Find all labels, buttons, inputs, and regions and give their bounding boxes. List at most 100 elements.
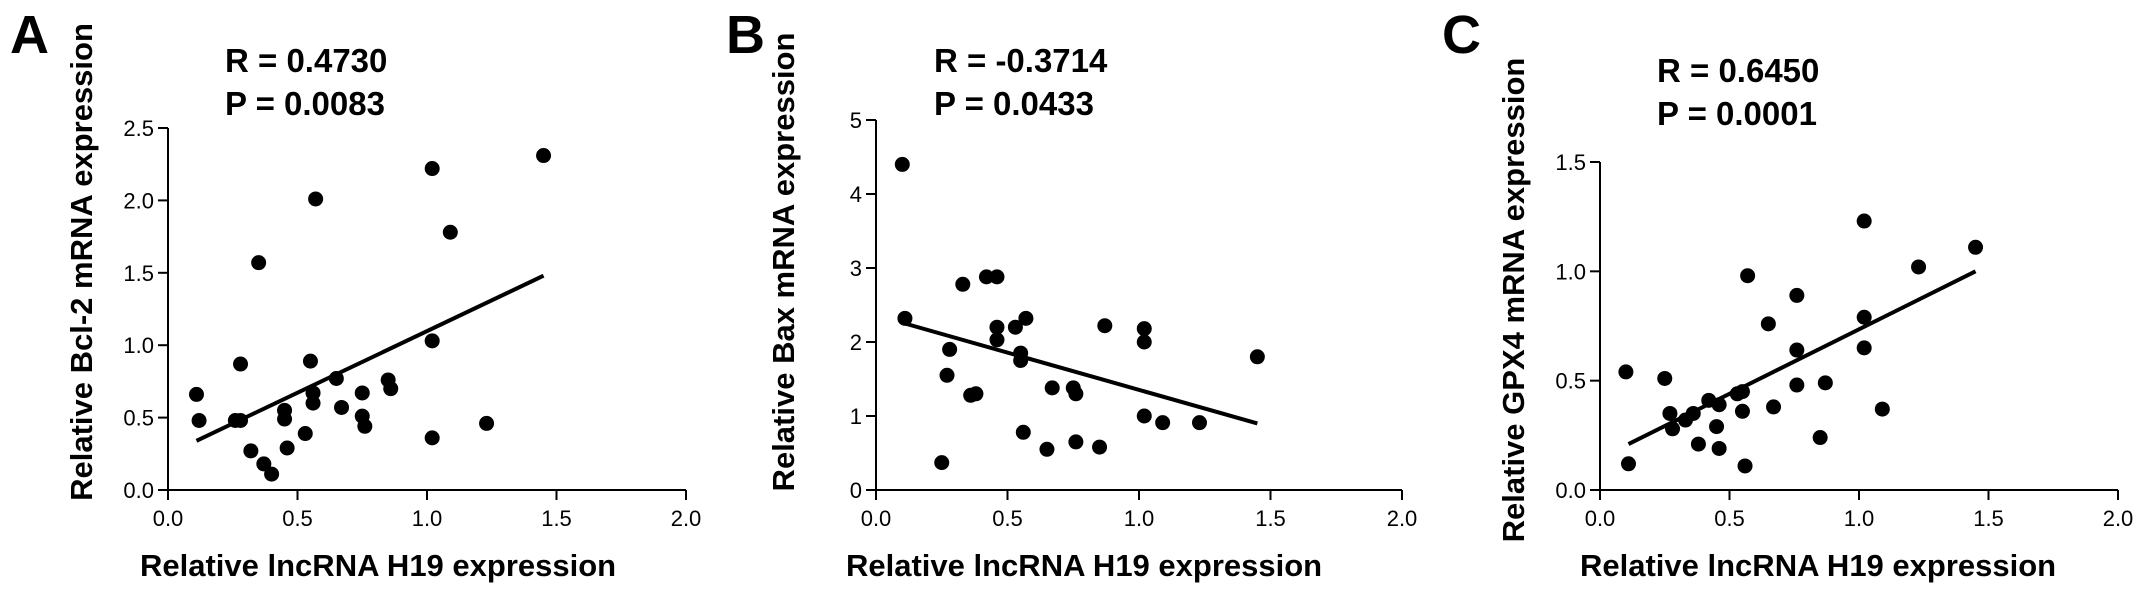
data-point-c bbox=[1856, 213, 1872, 229]
x-tick-label-a: 2.0 bbox=[671, 506, 702, 531]
x-tick-label-b: 1.5 bbox=[1255, 506, 1286, 531]
data-point-a bbox=[357, 418, 373, 434]
data-point-b bbox=[989, 332, 1005, 348]
y-axis-label-b: Relative Bax mRNA expression bbox=[766, 32, 801, 492]
y-tick-label-b: 0 bbox=[850, 478, 862, 503]
x-tick-label-b: 0.5 bbox=[992, 506, 1023, 531]
correlation-p-a: P = 0.0083 bbox=[225, 85, 385, 122]
data-point-b bbox=[934, 455, 950, 471]
data-point-a bbox=[233, 412, 249, 428]
data-point-b bbox=[1018, 310, 1034, 326]
y-tick-label-c: 1.0 bbox=[1555, 259, 1586, 284]
data-point-b bbox=[1136, 408, 1152, 424]
data-point-c bbox=[1665, 421, 1681, 437]
data-point-b bbox=[989, 319, 1005, 335]
data-point-b bbox=[939, 367, 955, 383]
panel-label-c: C bbox=[1442, 5, 1481, 65]
y-tick-label-b: 5 bbox=[850, 108, 862, 133]
correlation-r-b: R = -0.3714 bbox=[934, 42, 1108, 79]
data-point-c bbox=[1760, 316, 1776, 332]
x-tick-label-c: 0.5 bbox=[1714, 506, 1745, 531]
data-point-c bbox=[1856, 340, 1872, 356]
y-axis-label-a: Relative Bcl-2 mRNA expression bbox=[64, 23, 99, 501]
y-tick-label-b: 4 bbox=[850, 182, 862, 207]
data-point-c bbox=[1789, 377, 1805, 393]
y-tick-label-a: 2.0 bbox=[123, 188, 154, 213]
data-point-c bbox=[1968, 239, 1984, 255]
y-tick-label-a: 0.5 bbox=[123, 406, 154, 431]
data-point-a bbox=[191, 412, 207, 428]
data-point-b bbox=[1007, 319, 1023, 335]
data-point-b bbox=[1136, 334, 1152, 350]
chart-panel-b: 0 1 2 3 4 5 0.0 0.5 1.0 1.5 2.0 B R = -0.3714 P = … bbox=[716, 0, 1432, 606]
y-tick-label-c: 1.5 bbox=[1555, 150, 1586, 175]
data-point-b bbox=[1155, 415, 1171, 431]
data-point-c bbox=[1740, 268, 1756, 284]
data-point-a bbox=[297, 426, 313, 442]
x-axis-label-a: Relative lncRNA H19 expression bbox=[140, 548, 617, 583]
data-point-a bbox=[308, 191, 324, 207]
data-point-b bbox=[989, 269, 1005, 285]
data-point-c bbox=[1874, 401, 1890, 417]
data-point-b bbox=[1013, 345, 1029, 361]
data-point-c bbox=[1711, 397, 1727, 413]
data-point-c bbox=[1911, 259, 1927, 275]
data-point-b bbox=[1068, 434, 1084, 450]
data-point-a bbox=[536, 148, 552, 164]
data-point-c bbox=[1766, 399, 1782, 415]
data-point-a bbox=[279, 440, 295, 456]
data-point-c bbox=[1734, 384, 1750, 400]
data-point-c bbox=[1856, 309, 1872, 325]
data-point-a bbox=[383, 381, 399, 397]
y-tick-label-a: 1.0 bbox=[123, 333, 154, 358]
data-point-b bbox=[1044, 380, 1060, 396]
data-point-b bbox=[942, 341, 958, 357]
data-point-a bbox=[305, 385, 321, 401]
data-point-a bbox=[442, 224, 458, 240]
data-point-b bbox=[1097, 318, 1113, 334]
data-point-c bbox=[1657, 370, 1673, 386]
data-point-c bbox=[1789, 342, 1805, 358]
data-point-b bbox=[894, 156, 910, 172]
data-point-a bbox=[251, 255, 267, 271]
data-point-a bbox=[233, 356, 249, 372]
data-point-a bbox=[256, 456, 272, 472]
data-point-c bbox=[1620, 456, 1636, 472]
data-point-a bbox=[424, 430, 440, 446]
y-tick-label-b: 2 bbox=[850, 330, 862, 355]
regression-line-a bbox=[195, 273, 545, 443]
y-tick-label-a: 1.5 bbox=[123, 261, 154, 286]
correlation-r-c: R = 0.6450 bbox=[1657, 52, 1820, 89]
data-point-c bbox=[1690, 436, 1706, 452]
chart-panel-c: 0.0 0.5 1.0 1.5 0.0 0.5 1.0 1.5 2.0 C R = 0.6450… bbox=[1432, 0, 2148, 606]
y-tick-label-c: 0.5 bbox=[1555, 369, 1586, 394]
data-point-a bbox=[424, 333, 440, 349]
y-tick-label-b: 1 bbox=[850, 404, 862, 429]
chart-panel-a: 0.0 0.5 1.0 1.5 2.0 2.5 0.0 0.5 1.0 1.5 2.0 A R = … bbox=[0, 0, 716, 606]
y-tick-label-a: 0.0 bbox=[123, 478, 154, 503]
regression-line-b bbox=[904, 321, 1258, 426]
x-tick-label-a: 0.0 bbox=[153, 506, 184, 531]
panel-label-b: B bbox=[726, 5, 765, 65]
data-point-a bbox=[424, 161, 440, 177]
data-point-b bbox=[1039, 441, 1055, 457]
data-point-b bbox=[1191, 415, 1207, 431]
data-point-a bbox=[243, 443, 259, 459]
y-tick-label-b: 3 bbox=[850, 256, 862, 281]
x-axis-label-c: Relative lncRNA H19 expression bbox=[1580, 548, 2057, 583]
data-point-c bbox=[1817, 375, 1833, 391]
correlation-p-c: P = 0.0001 bbox=[1657, 95, 1817, 132]
x-tick-label-a: 1.5 bbox=[541, 506, 572, 531]
data-point-b bbox=[1068, 386, 1084, 402]
plot-area-b: 0 1 2 3 4 5 0.0 0.5 1.0 1.5 2.0 bbox=[850, 108, 1418, 531]
data-point-a bbox=[354, 385, 370, 401]
x-axis-label-b: Relative lncRNA H19 expression bbox=[846, 548, 1323, 583]
x-tick-label-c: 2.0 bbox=[2103, 506, 2134, 531]
data-point-b bbox=[1015, 424, 1031, 440]
x-tick-label-c: 1.5 bbox=[1973, 506, 2004, 531]
data-point-c bbox=[1734, 403, 1750, 419]
correlation-r-a: R = 0.4730 bbox=[225, 42, 388, 79]
data-point-a bbox=[479, 415, 495, 431]
data-point-b bbox=[978, 269, 994, 285]
data-point-c bbox=[1709, 419, 1725, 435]
